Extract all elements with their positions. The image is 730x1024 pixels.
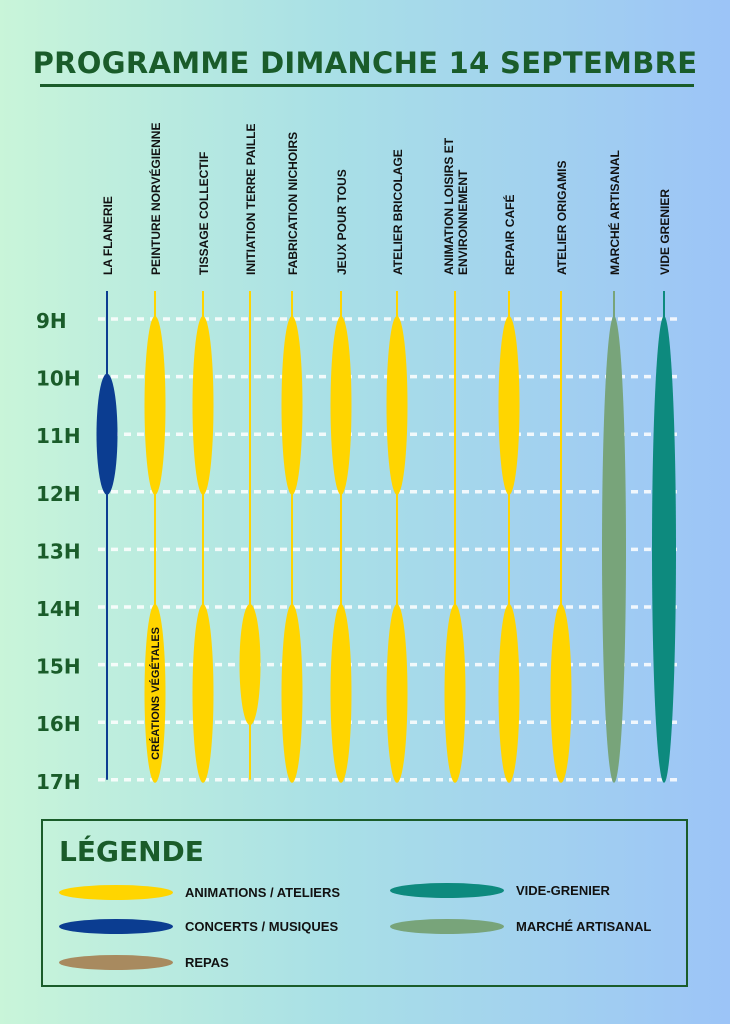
activity-slot [498,316,520,495]
activity-header: ATELIER ORIGAMIS [555,161,569,275]
activity-slot [239,604,261,726]
hour-label: 17H [36,770,81,794]
activity-slot [330,316,352,495]
hour-label: 15H [36,655,81,679]
activity-slot [192,604,214,783]
vide-grenier-swatch [390,883,504,898]
legend-item-repas: REPAS [59,955,229,970]
legend-item-vide-grenier: VIDE-GRENIER [390,883,610,898]
activity-header: ANIMATION LOISIRS ET [442,137,456,275]
hour-label: 14H [36,597,81,621]
activity-slot [444,604,466,783]
activity-slot [281,316,303,495]
activity-slot [602,316,626,783]
hour-label: 12H [36,482,81,506]
activity-slot [144,316,166,495]
activity-header: INITIATION TERRE PAILLE [244,123,258,275]
legend-label: CONCERTS / MUSIQUES [185,919,339,934]
schedule-chart: 9H 10H 11H 12H 13H 14H 15H 16H 17H LA FLANERIE PEI… [36,122,676,794]
legend-item-animations: ANIMATIONS / ATELIERS [59,885,340,900]
activity-header: MARCHÉ ARTISANAL [607,150,622,275]
activity-slot [386,604,408,783]
hour-label: 16H [36,712,81,736]
activity-header: LA FLANERIE [101,196,115,275]
legend-label: ANIMATIONS / ATELIERS [185,885,341,900]
legend-item-marche: MARCHÉ ARTISANAL [390,919,651,934]
activity-slot [386,316,408,495]
hour-label: 10H [36,367,81,391]
hour-label: 9H [36,309,67,333]
animations-swatch [59,885,173,900]
marche-swatch [390,919,504,934]
legend-title: LÉGENDE [59,835,204,868]
repas-swatch [59,955,173,970]
activity-header: JEUX POUR TOUS [335,169,349,275]
legend-item-concerts: CONCERTS / MUSIQUES [59,919,338,934]
activity-header: ATELIER BRICOLAGE [391,149,405,275]
activity-header: PEINTURE NORVÉGIENNE [148,123,163,275]
activity-slot [550,604,572,783]
legend-box: LÉGENDE ANIMATIONS / ATELIERS CONCERTS /… [41,819,688,987]
legend-label: VIDE-GRENIER [516,883,610,898]
activity-slot [144,604,166,783]
activity-header: REPAIR CAFÉ [502,195,517,275]
page-title: PROGRAMME DIMANCHE 14 SEPTEMBRE [32,46,698,80]
hour-label: 13H [36,539,81,563]
concerts-swatch [59,919,173,934]
activity-header: ENVIRONNEMENT [456,169,470,275]
legend-label: MARCHÉ ARTISANAL [516,919,652,934]
title-underline [40,84,694,87]
activity-slot [96,373,118,495]
activity-slot [498,604,520,783]
activity-slot [192,316,214,495]
activity-header: FABRICATION NICHOIRS [286,132,300,275]
activity-header: TISSAGE COLLECTIF [197,152,211,275]
slot-label: CRÉATIONS VÉGÉTALES [149,627,162,760]
activity-slot [281,604,303,783]
activity-header: VIDE GRENIER [658,189,672,275]
hour-label: 11H [36,424,81,448]
activity-slot [652,316,676,783]
activity-slot [330,604,352,783]
legend-label: REPAS [185,955,229,970]
